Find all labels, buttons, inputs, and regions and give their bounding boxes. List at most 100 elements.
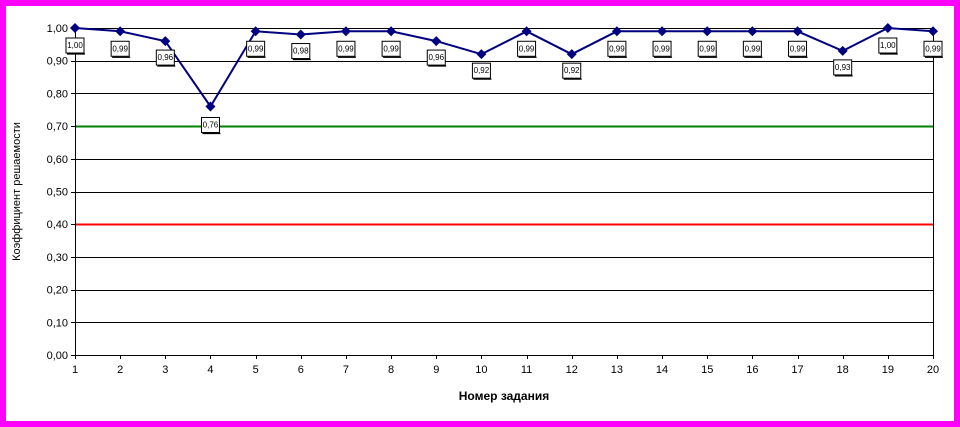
data-label-text: 0,99	[925, 44, 941, 53]
data-label-box	[923, 40, 943, 57]
data-point	[295, 29, 306, 40]
x-axis-label: Номер задания	[459, 389, 549, 403]
data-point	[657, 26, 668, 37]
y-tick-label: 0,70	[47, 121, 68, 133]
x-tick-label: 16	[746, 364, 758, 376]
x-tick-label: 11	[521, 364, 532, 376]
x-tick-label: 9	[433, 364, 439, 376]
x-tick-label: 8	[388, 364, 394, 376]
x-tick-label: 12	[566, 364, 578, 376]
data-label-box	[652, 40, 672, 57]
data-label-text: 0,99	[654, 44, 670, 53]
x-tick-label: 3	[162, 364, 168, 376]
data-label-box	[878, 37, 898, 54]
data-label-box	[246, 40, 266, 57]
x-tick-label: 4	[207, 364, 213, 376]
series-group	[70, 23, 938, 112]
y-tick-label: 0,50	[47, 187, 68, 199]
y-tick-label: 0,20	[47, 285, 68, 297]
data-label-text: 0,99	[790, 44, 806, 53]
data-label-box	[607, 40, 627, 57]
data-label-text: 1,00	[67, 41, 83, 50]
data-label-text: 0,99	[338, 44, 354, 53]
data-point	[205, 101, 216, 112]
data-point	[566, 49, 577, 60]
x-tick-label: 7	[343, 364, 349, 376]
data-label-box	[471, 62, 491, 79]
x-tick-label: 20	[927, 364, 939, 376]
data-label-text: 0,99	[609, 44, 625, 53]
data-label-text: 0,99	[248, 44, 264, 53]
data-point	[250, 26, 261, 37]
data-label-text: 0,99	[745, 44, 761, 53]
data-point	[431, 36, 442, 47]
x-tick-label: 2	[117, 364, 123, 376]
data-point	[837, 45, 848, 56]
data-label: 0,99	[607, 40, 627, 58]
data-label-box	[200, 116, 220, 133]
data-labels: 1,00 0,99 0,96 0,76 0,99 0,98 0,99 0,99 0,96 0,92…	[65, 37, 943, 135]
data-label-box	[697, 40, 717, 57]
data-label-text: 0,99	[383, 44, 399, 53]
data-point	[928, 26, 938, 37]
data-label-text: 0,92	[564, 66, 580, 75]
data-label: 0,99	[246, 40, 266, 58]
x-tick-label: 10	[475, 364, 487, 376]
data-point	[115, 26, 126, 37]
x-tick-label: 13	[611, 364, 623, 376]
reference-lines	[75, 125, 933, 226]
data-label-text: 0,93	[835, 63, 851, 72]
data-label: 0,99	[742, 40, 763, 58]
y-tick-label: 0,90	[47, 56, 68, 68]
x-tick-label: 17	[791, 364, 803, 376]
data-label: 0,99	[788, 40, 808, 58]
x-tick-label: 18	[837, 364, 849, 376]
data-label-box	[562, 62, 582, 79]
data-label-box	[426, 49, 446, 66]
axes	[75, 28, 934, 356]
data-label: 0,99	[517, 40, 537, 58]
data-label-text: 1,00	[880, 41, 896, 50]
data-point	[160, 36, 171, 47]
data-point	[747, 26, 758, 37]
y-tick-label: 0,60	[47, 154, 68, 166]
data-label-text: 0,96	[158, 53, 174, 62]
data-label: 0,98	[291, 43, 311, 61]
data-label-text: 0,76	[203, 120, 219, 129]
x-tick-label: 1	[72, 364, 78, 376]
y-tick-label: 1,00	[47, 23, 68, 35]
data-label-text: 0,92	[474, 66, 490, 75]
x-tick-label: 15	[701, 364, 713, 376]
y-axis-label: Коэффициент решаемости	[11, 122, 23, 261]
data-point	[340, 26, 351, 37]
data-label-text: 0,98	[293, 47, 309, 56]
series-line	[74, 26, 934, 109]
gridlines	[75, 28, 933, 356]
data-label-box	[742, 40, 762, 57]
data-label-box	[381, 40, 401, 57]
x-tick-label: 6	[298, 364, 304, 376]
data-point	[792, 26, 803, 37]
data-label: 0,99	[381, 40, 402, 58]
data-label-box	[155, 49, 175, 66]
data-label: 0,93	[833, 59, 853, 77]
data-label: 0,96	[155, 49, 176, 67]
data-label: 0,92	[562, 62, 582, 80]
data-label-box	[291, 43, 311, 60]
data-point	[476, 49, 487, 60]
data-label: 0,92	[471, 62, 492, 80]
data-label: 0,99	[110, 40, 131, 58]
x-tick-label: 19	[882, 364, 894, 376]
data-label-text: 0,96	[428, 53, 444, 62]
data-label-box	[336, 40, 356, 57]
data-label: 0,99	[336, 40, 356, 58]
data-label-text: 0,99	[112, 44, 128, 53]
data-label-box	[65, 37, 85, 54]
y-tick-labels: 0,00 0,10 0,20 0,30 0,40 0,50 0,60 0,70 0,80 0,90…	[47, 23, 75, 362]
data-label-text: 0,99	[519, 44, 535, 53]
data-point	[702, 26, 713, 37]
data-point	[611, 26, 622, 37]
data-point	[70, 23, 80, 33]
x-tick-labels: 1 2 3 4 5 6 7 8 9 10 11 12 13 14 15 16 17 18 19 20	[72, 355, 939, 376]
data-point	[386, 26, 397, 37]
